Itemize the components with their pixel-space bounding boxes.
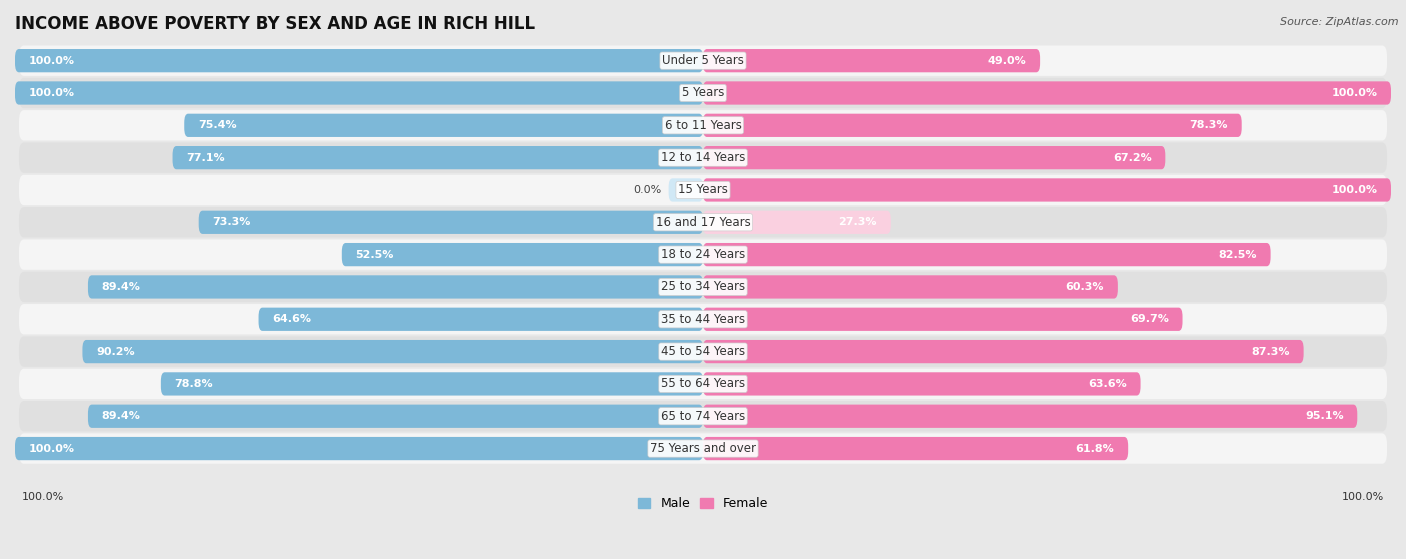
Text: 45 to 54 Years: 45 to 54 Years: [661, 345, 745, 358]
FancyBboxPatch shape: [703, 307, 1182, 331]
Text: 5 Years: 5 Years: [682, 87, 724, 100]
Text: 78.3%: 78.3%: [1189, 120, 1227, 130]
FancyBboxPatch shape: [20, 207, 1386, 238]
Text: 100.0%: 100.0%: [1341, 492, 1384, 502]
FancyBboxPatch shape: [20, 401, 1386, 432]
Text: 25 to 34 Years: 25 to 34 Years: [661, 281, 745, 293]
FancyBboxPatch shape: [703, 146, 1166, 169]
Text: 63.6%: 63.6%: [1088, 379, 1126, 389]
FancyBboxPatch shape: [703, 113, 1241, 137]
FancyBboxPatch shape: [198, 211, 703, 234]
FancyBboxPatch shape: [89, 405, 703, 428]
FancyBboxPatch shape: [160, 372, 703, 396]
Text: 64.6%: 64.6%: [273, 314, 311, 324]
FancyBboxPatch shape: [20, 110, 1386, 140]
FancyBboxPatch shape: [703, 49, 1040, 72]
Text: 100.0%: 100.0%: [28, 88, 75, 98]
Text: 60.3%: 60.3%: [1066, 282, 1104, 292]
Text: 65 to 74 Years: 65 to 74 Years: [661, 410, 745, 423]
FancyBboxPatch shape: [259, 307, 703, 331]
Text: 61.8%: 61.8%: [1076, 443, 1115, 453]
Text: 0.0%: 0.0%: [634, 185, 662, 195]
Text: 12 to 14 Years: 12 to 14 Years: [661, 151, 745, 164]
FancyBboxPatch shape: [20, 304, 1386, 334]
FancyBboxPatch shape: [703, 275, 1118, 299]
Text: 52.5%: 52.5%: [356, 250, 394, 259]
FancyBboxPatch shape: [703, 211, 891, 234]
FancyBboxPatch shape: [20, 45, 1386, 76]
Text: 18 to 24 Years: 18 to 24 Years: [661, 248, 745, 261]
FancyBboxPatch shape: [184, 113, 703, 137]
Text: INCOME ABOVE POVERTY BY SEX AND AGE IN RICH HILL: INCOME ABOVE POVERTY BY SEX AND AGE IN R…: [15, 15, 536, 33]
FancyBboxPatch shape: [20, 369, 1386, 399]
Text: Under 5 Years: Under 5 Years: [662, 54, 744, 67]
FancyBboxPatch shape: [669, 178, 703, 202]
Text: 100.0%: 100.0%: [28, 443, 75, 453]
FancyBboxPatch shape: [703, 340, 1303, 363]
Text: 77.1%: 77.1%: [187, 153, 225, 163]
FancyBboxPatch shape: [703, 437, 1128, 460]
FancyBboxPatch shape: [20, 239, 1386, 270]
FancyBboxPatch shape: [20, 272, 1386, 302]
FancyBboxPatch shape: [15, 437, 703, 460]
Text: 89.4%: 89.4%: [101, 411, 141, 421]
Text: 49.0%: 49.0%: [987, 56, 1026, 65]
FancyBboxPatch shape: [703, 243, 1271, 266]
Text: 100.0%: 100.0%: [28, 56, 75, 65]
FancyBboxPatch shape: [703, 405, 1357, 428]
Text: 69.7%: 69.7%: [1130, 314, 1168, 324]
FancyBboxPatch shape: [703, 178, 1391, 202]
FancyBboxPatch shape: [342, 243, 703, 266]
Text: 27.3%: 27.3%: [838, 217, 877, 228]
FancyBboxPatch shape: [20, 337, 1386, 367]
FancyBboxPatch shape: [703, 82, 1391, 105]
FancyBboxPatch shape: [15, 49, 703, 72]
Text: 55 to 64 Years: 55 to 64 Years: [661, 377, 745, 390]
Text: 100.0%: 100.0%: [1331, 88, 1378, 98]
Text: 6 to 11 Years: 6 to 11 Years: [665, 119, 741, 132]
Text: 78.8%: 78.8%: [174, 379, 214, 389]
FancyBboxPatch shape: [20, 175, 1386, 205]
Text: 100.0%: 100.0%: [22, 492, 65, 502]
Text: Source: ZipAtlas.com: Source: ZipAtlas.com: [1281, 17, 1399, 27]
Text: 82.5%: 82.5%: [1219, 250, 1257, 259]
Text: 75.4%: 75.4%: [198, 120, 236, 130]
Text: 90.2%: 90.2%: [96, 347, 135, 357]
FancyBboxPatch shape: [15, 82, 703, 105]
Text: 67.2%: 67.2%: [1112, 153, 1152, 163]
FancyBboxPatch shape: [20, 433, 1386, 464]
Text: 75 Years and over: 75 Years and over: [650, 442, 756, 455]
FancyBboxPatch shape: [703, 372, 1140, 396]
FancyBboxPatch shape: [83, 340, 703, 363]
FancyBboxPatch shape: [89, 275, 703, 299]
Text: 73.3%: 73.3%: [212, 217, 250, 228]
Text: 95.1%: 95.1%: [1305, 411, 1344, 421]
Text: 15 Years: 15 Years: [678, 183, 728, 196]
Text: 89.4%: 89.4%: [101, 282, 141, 292]
FancyBboxPatch shape: [20, 143, 1386, 173]
FancyBboxPatch shape: [20, 78, 1386, 108]
Text: 16 and 17 Years: 16 and 17 Years: [655, 216, 751, 229]
Legend: Male, Female: Male, Female: [633, 492, 773, 515]
Text: 87.3%: 87.3%: [1251, 347, 1289, 357]
Text: 100.0%: 100.0%: [1331, 185, 1378, 195]
FancyBboxPatch shape: [173, 146, 703, 169]
Text: 35 to 44 Years: 35 to 44 Years: [661, 313, 745, 326]
